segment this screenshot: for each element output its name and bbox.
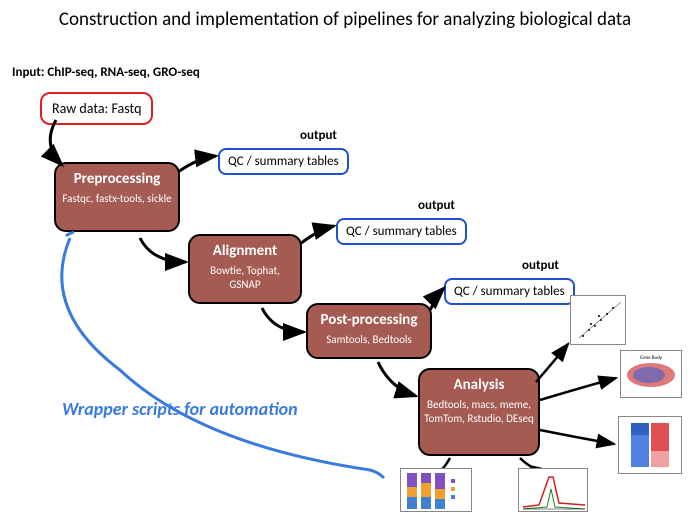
arrows-layer [0, 0, 690, 518]
mini-chart-stackbar [400, 468, 472, 512]
mini-chart-peak [518, 468, 588, 512]
mini-chart-density: Gene Body [620, 350, 682, 398]
mini-chart-heatmap [618, 416, 682, 474]
mini-chart-scatter [570, 295, 626, 345]
wrapper-label: Wrapper scripts for automation [62, 398, 298, 421]
svg-text:Gene Body: Gene Body [640, 355, 663, 361]
